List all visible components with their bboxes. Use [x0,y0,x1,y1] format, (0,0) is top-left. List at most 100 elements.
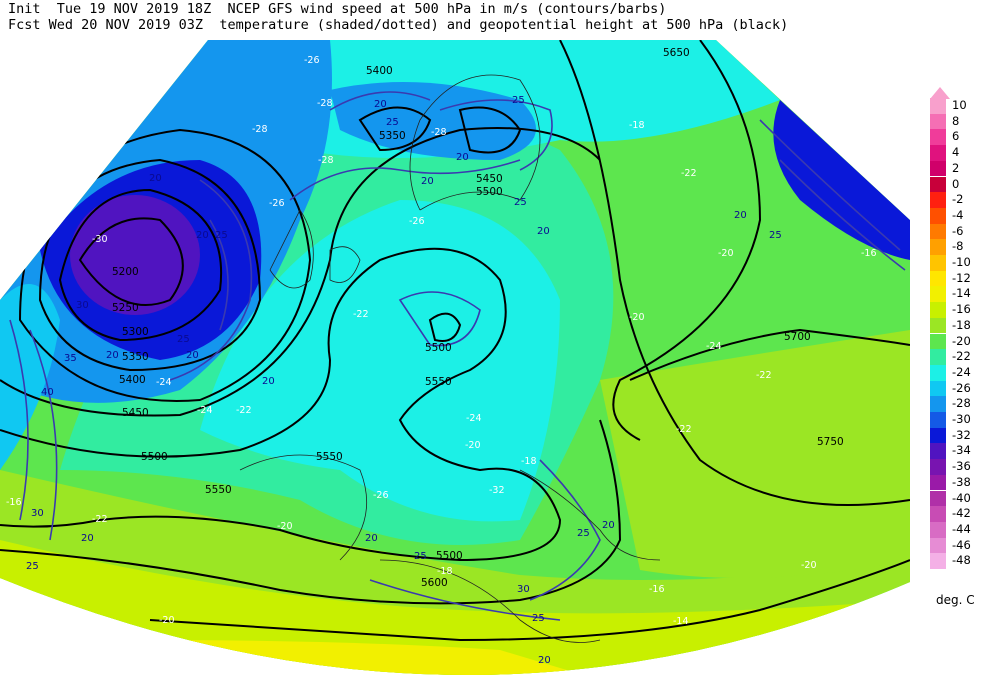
legend-swatch [930,145,946,161]
legend-label: 2 [952,160,960,175]
wind-speed-label: 25 [532,613,545,624]
legend-entry: -8 [926,239,1000,255]
height-label: 5650 [663,47,690,59]
legend-label: -10 [952,255,971,269]
weather-map [0,40,910,676]
wind-speed-label: 25 [386,117,399,128]
temperature-label: -28 [317,98,333,109]
height-label: 5300 [122,326,149,338]
wind-speed-label: 25 [512,95,525,106]
legend-label: -40 [952,490,971,505]
temperature-label: -20 [629,312,645,323]
legend-entry: -12 [926,270,1000,287]
legend-label: -22 [952,349,971,364]
temperature-label: -22 [353,309,369,320]
wind-speed-contours [9,91,906,621]
legend-swatch [930,317,946,334]
legend-label: -8 [952,239,964,254]
wind-speed-label: 20 [81,533,94,544]
height-label: 5550 [425,376,452,388]
wind-speed-label: 20 [374,99,387,110]
legend-entry: -6 [926,223,1000,240]
legend-swatch [930,160,946,177]
temperature-field-scandinavia [330,82,536,160]
legend-entry: -28 [926,396,1000,412]
temperature-label: -22 [92,514,108,525]
wind-speed-label: 20 [537,226,550,237]
temperature-label: -16 [6,497,22,508]
legend-label: 8 [952,113,960,128]
wind-speed-label: 25 [26,561,39,572]
legend-swatch [930,113,946,130]
wind-speed-label: 20 [196,230,209,241]
legend-entry: -40 [926,490,1000,507]
legend-swatch [930,333,946,350]
wind-speed-label: 20 [538,655,551,666]
legend-entry: 0 [926,176,1000,193]
wind-speed-label: 25 [414,551,427,562]
legend-swatch [930,396,946,412]
temperature-label: -14 [673,616,689,627]
legend-swatch [930,427,946,444]
legend-entry: -22 [926,349,1000,365]
legend-entry: 8 [926,113,1000,130]
legend-swatch [930,537,946,554]
legend-swatch [930,380,946,397]
height-label: 5450 [122,407,149,419]
legend-swatch [930,239,946,255]
height-label: 5500 [476,186,503,198]
height-label: 5500 [141,451,168,463]
temperature-field-trough [200,200,560,522]
legend-label: -36 [952,459,971,474]
legend-units: deg. C [936,593,975,607]
legend-label: -32 [952,427,971,442]
legend-entry: -24 [926,364,1000,381]
temperature-field-east [600,330,910,578]
legend-label: -12 [952,270,971,285]
wind-speed-label: 30 [31,508,44,519]
legend-swatch [930,98,946,114]
height-label: 5350 [379,130,406,142]
legend-swatch [930,270,946,287]
height-label: 5700 [784,331,811,343]
height-label: 5400 [366,65,393,77]
temperature-label: -24 [156,377,172,388]
height-label: 5250 [112,302,139,314]
height-label: 5500 [425,342,452,354]
temperature-label: -26 [304,55,320,66]
legend-entry: 2 [926,160,1000,177]
chart-init-line: Init Tue 19 NOV 2019 18Z NCEP GFS wind s… [8,1,667,17]
temperature-label: -28 [431,127,447,138]
legend-label: -16 [952,302,971,317]
height-label: 5350 [122,351,149,363]
legend-swatch [930,286,946,303]
legend-entry: 10 [926,98,1000,114]
height-label: 5550 [316,451,343,463]
temperature-label: -16 [861,248,877,259]
height-label: 5600 [421,577,448,589]
legend-swatch [930,176,946,193]
legend-swatch [930,459,946,475]
legend-label: -34 [952,443,971,458]
legend-label: 0 [952,176,960,191]
color-legend: 10 8 6 4 2 0 -2 -4 -6 -8 -10 -12 -14 -16 -18 -20 -22 -24-… [926,87,1000,598]
temperature-label: -22 [676,424,692,435]
temperature-field-northeast [773,100,910,260]
temperature-label: -26 [373,490,389,501]
legend-swatch [930,255,946,271]
legend-label: -24 [952,364,971,379]
wind-speed-label: 20 [602,520,615,531]
height-label: 5400 [119,374,146,386]
wind-speed-label: 20 [149,173,162,184]
temperature-label: -24 [197,405,213,416]
height-label: 5500 [436,550,463,562]
wind-speed-label: 25 [177,334,190,345]
chart-forecast-line: Fcst Wed 20 NOV 2019 03Z temperature (sh… [8,17,789,33]
legend-entry: -2 [926,192,1000,208]
legend-entry: -46 [926,537,1000,554]
legend-label: -20 [952,333,971,348]
height-label: 5450 [476,173,503,185]
legend-swatch [930,521,946,538]
legend-entry: 6 [926,129,1000,146]
legend-label: -38 [952,474,971,489]
